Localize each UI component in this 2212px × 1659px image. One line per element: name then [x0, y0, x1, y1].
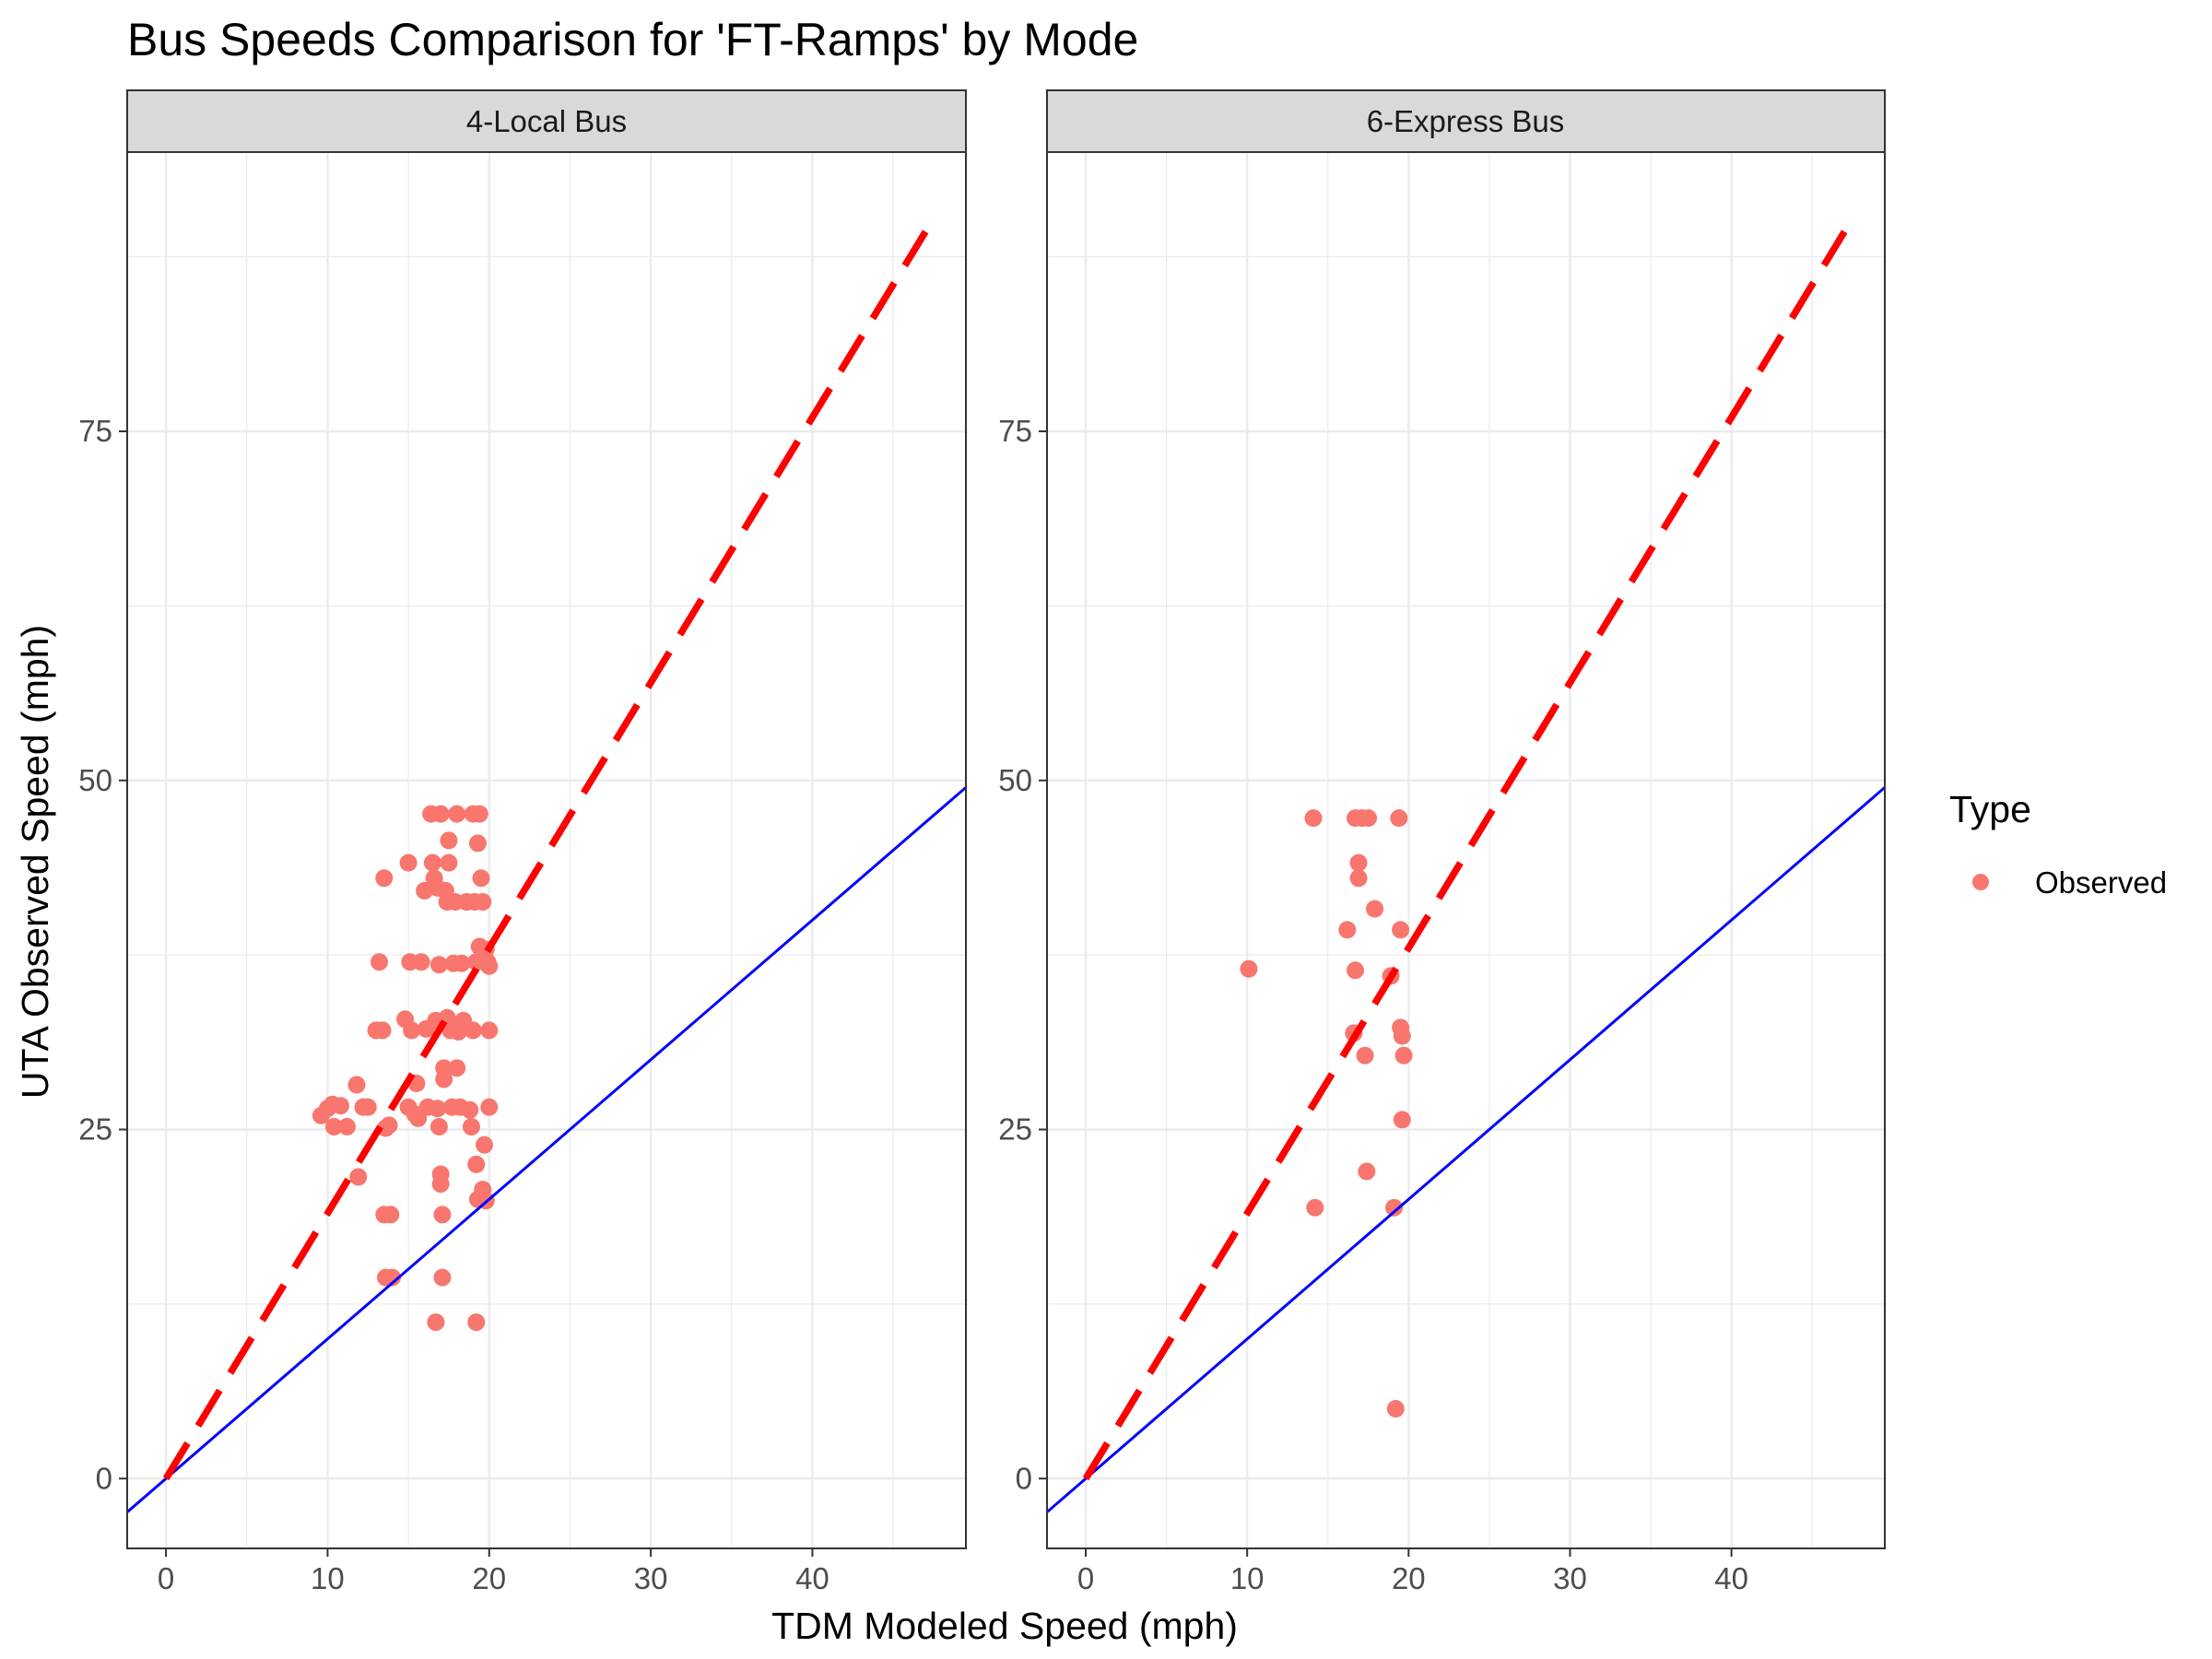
data-point-local-bus — [468, 834, 487, 853]
y-tick-label: 75 — [998, 414, 1032, 448]
reference-line-solid — [1047, 786, 1885, 1513]
data-point-local-bus — [349, 1168, 368, 1186]
data-point-local-bus — [462, 1117, 480, 1135]
y-tick-label: 25 — [78, 1112, 112, 1147]
data-point-express-bus — [1304, 809, 1323, 828]
x-axis-title: TDM Modeled Speed (mph) — [771, 1605, 1238, 1647]
data-point-express-bus — [1385, 1198, 1404, 1217]
data-point-express-bus — [1359, 809, 1378, 828]
data-point-local-bus — [440, 853, 458, 872]
data-point-local-bus — [461, 1100, 479, 1119]
data-point-local-bus — [480, 1098, 499, 1116]
data-point-local-bus — [371, 953, 389, 971]
x-tick-label: 20 — [1392, 1561, 1426, 1595]
strip-express-bus — [1046, 89, 1886, 153]
data-point-local-bus — [429, 956, 448, 974]
x-tick-label: 0 — [1077, 1561, 1094, 1595]
x-tick-label: 40 — [795, 1561, 830, 1595]
data-point-express-bus — [1394, 1046, 1413, 1065]
data-point-local-bus — [383, 1268, 402, 1287]
data-point-local-bus — [423, 853, 441, 872]
data-point-local-bus — [382, 1206, 400, 1224]
plot-area-express-bus: 0 10 20 30 40 0 25 50 75 — [998, 151, 1886, 1595]
data-point-express-bus — [1356, 1046, 1374, 1065]
data-point-express-bus — [1386, 1400, 1405, 1418]
data-point-local-bus — [359, 1098, 377, 1116]
x-tick-label: 10 — [311, 1561, 345, 1595]
y-tick-label: 0 — [96, 1461, 112, 1495]
x-tick-label: 20 — [472, 1561, 506, 1595]
data-point-local-bus — [380, 1116, 398, 1135]
data-point-local-bus — [480, 1021, 499, 1040]
data-point-local-bus — [375, 869, 394, 888]
x-tick-label: 10 — [1230, 1561, 1265, 1595]
data-point-local-bus — [429, 1117, 448, 1135]
data-point-local-bus — [475, 1135, 493, 1154]
data-point-local-bus — [433, 1268, 452, 1287]
chart-title: Bus Speeds Comparison for 'FT-Ramps' by … — [127, 14, 1138, 65]
data-point-express-bus — [1240, 959, 1258, 978]
legend-title: Type — [1949, 788, 2031, 830]
data-point-express-bus — [1306, 1198, 1324, 1217]
data-point-express-bus — [1349, 853, 1368, 872]
data-point-local-bus — [467, 1155, 486, 1173]
x-tick-label: 30 — [634, 1561, 668, 1595]
y-tick-label: 50 — [998, 763, 1032, 797]
data-point-local-bus — [470, 805, 488, 823]
x-tick-label: 0 — [158, 1561, 174, 1595]
data-point-local-bus — [433, 1206, 452, 1224]
data-point-express-bus — [1349, 869, 1368, 888]
panel-local-bus: 4-Local Bus 0 10 20 30 40 0 25 50 75 — [78, 89, 967, 1595]
strip-label-express-bus: 6-Express Bus — [1367, 104, 1565, 138]
data-point-local-bus — [464, 1021, 482, 1040]
data-point-local-bus — [440, 831, 458, 850]
data-point-local-bus — [480, 957, 499, 975]
data-point-express-bus — [1390, 809, 1408, 828]
data-point-local-bus — [427, 1313, 445, 1332]
data-point-local-bus — [347, 1076, 366, 1094]
data-point-local-bus — [324, 1117, 343, 1135]
data-point-local-bus — [373, 1021, 392, 1040]
data-point-local-bus — [431, 805, 450, 823]
data-point-local-bus — [467, 1313, 486, 1332]
y-tick-label: 0 — [1016, 1461, 1032, 1495]
panel-border — [1046, 151, 1886, 1549]
panel-express-bus: 6-Express Bus 0 10 20 30 40 0 25 50 75 — [998, 89, 1886, 1595]
plot-area-local-bus: 0 10 20 30 40 0 25 50 75 — [78, 151, 967, 1595]
reference-line-solid — [127, 786, 966, 1513]
y-axis-title: UTA Observed Speed (mph) — [14, 625, 56, 1099]
data-point-local-bus — [472, 869, 490, 888]
data-point-local-bus — [448, 1059, 466, 1077]
data-point-local-bus — [435, 1070, 453, 1088]
data-point-local-bus — [337, 1117, 356, 1135]
data-point-express-bus — [1358, 1162, 1376, 1181]
x-tick-label: 30 — [1553, 1561, 1587, 1595]
strip-local-bus — [126, 89, 967, 153]
panel-border — [126, 151, 967, 1549]
data-point-local-bus — [399, 853, 418, 872]
strip-label-local-bus: 4-Local Bus — [466, 104, 627, 138]
legend-label-observed: Observed — [2035, 865, 2167, 900]
data-point-local-bus — [403, 1021, 421, 1040]
legend: Type Observed — [1949, 788, 2167, 900]
data-point-local-bus — [412, 953, 430, 971]
data-point-local-bus — [448, 805, 466, 823]
data-point-local-bus — [431, 1175, 450, 1194]
data-point-local-bus — [474, 893, 492, 912]
data-point-local-bus — [429, 1100, 447, 1118]
data-point-express-bus — [1366, 900, 1384, 918]
legend-key-observed — [1972, 874, 1989, 890]
data-point-express-bus — [1392, 921, 1410, 939]
data-point-local-bus — [331, 1097, 349, 1115]
y-tick-label: 75 — [78, 414, 112, 448]
y-tick-label: 25 — [998, 1112, 1032, 1147]
x-tick-label: 40 — [1714, 1561, 1748, 1595]
data-point-local-bus — [453, 954, 471, 972]
y-tick-label: 50 — [78, 763, 112, 797]
data-point-express-bus — [1347, 961, 1365, 980]
data-point-express-bus — [1393, 1111, 1411, 1129]
data-point-express-bus — [1393, 1027, 1411, 1045]
data-point-express-bus — [1338, 921, 1357, 939]
